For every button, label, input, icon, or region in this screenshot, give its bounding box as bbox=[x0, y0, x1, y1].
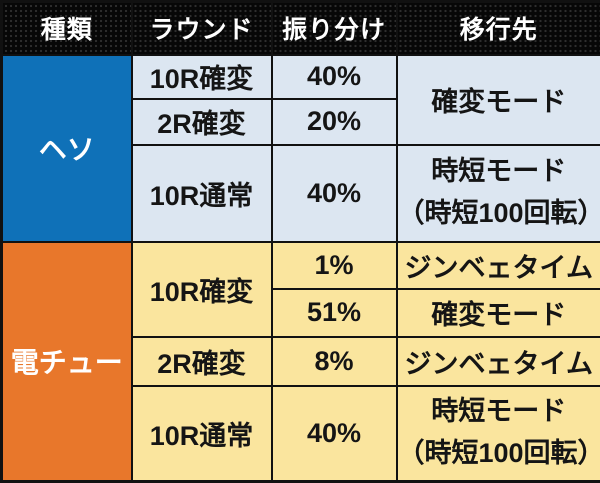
share-cell: 40% bbox=[270, 143, 398, 243]
round-cell: 10R通常 bbox=[130, 143, 273, 243]
round-cell: 2R確変 bbox=[130, 97, 273, 146]
table-row: 2R確変 20% bbox=[2, 97, 600, 146]
table-row: 2R確変 8% ジンベェタイム bbox=[2, 335, 600, 387]
header-round: ラウンド bbox=[130, 0, 273, 56]
table-row: 10R通常 40% 時短モード （時短100回転） bbox=[2, 143, 600, 243]
round-cell: 2R確変 bbox=[130, 335, 273, 387]
header-row: 種類 ラウンド 振り分け 移行先 bbox=[0, 0, 600, 56]
table-row: ヘソ 10R確変 40% 確変モード bbox=[0, 53, 600, 243]
destination-note: （時短100回転） bbox=[397, 438, 600, 469]
round-cell: 10R確変 bbox=[130, 240, 273, 338]
share-cell: 40% bbox=[270, 384, 398, 483]
type-cell-denchu: 電チュー bbox=[0, 240, 133, 483]
destination-note: （時短100回転） bbox=[397, 198, 600, 228]
destination-cell: ジンベェタイム bbox=[395, 240, 600, 290]
destination-cell: ジンベェタイム bbox=[395, 335, 600, 387]
round-cell: 10R確変 bbox=[130, 53, 273, 100]
header-destination: 移行先 bbox=[395, 0, 600, 56]
table-row: 電チュー 10R確変 1% ジンベェタイム bbox=[0, 240, 600, 483]
table-row: 51% 確変モード bbox=[2, 287, 600, 338]
destination-cell: 確変モード bbox=[395, 53, 600, 146]
share-cell: 20% bbox=[270, 97, 398, 146]
destination-cell: 時短モード （時短100回転） bbox=[395, 384, 600, 483]
destination-main: 時短モード bbox=[431, 156, 567, 187]
table-row: 10R通常 40% 時短モード （時短100回転） bbox=[2, 384, 600, 483]
header-share: 振り分け bbox=[270, 0, 398, 56]
share-cell: 1% bbox=[270, 240, 398, 290]
share-cell: 8% bbox=[270, 335, 398, 387]
type-cell-heso: ヘソ bbox=[0, 53, 133, 243]
round-cell: 10R通常 bbox=[130, 384, 273, 483]
share-cell: 40% bbox=[270, 53, 398, 100]
destination-cell: 確変モード bbox=[395, 287, 600, 338]
destination-cell: 時短モード （時短100回転） bbox=[395, 143, 600, 243]
share-cell: 51% bbox=[270, 287, 398, 338]
header-type: 種類 bbox=[0, 0, 133, 56]
destination-main: 時短モード bbox=[431, 396, 567, 427]
